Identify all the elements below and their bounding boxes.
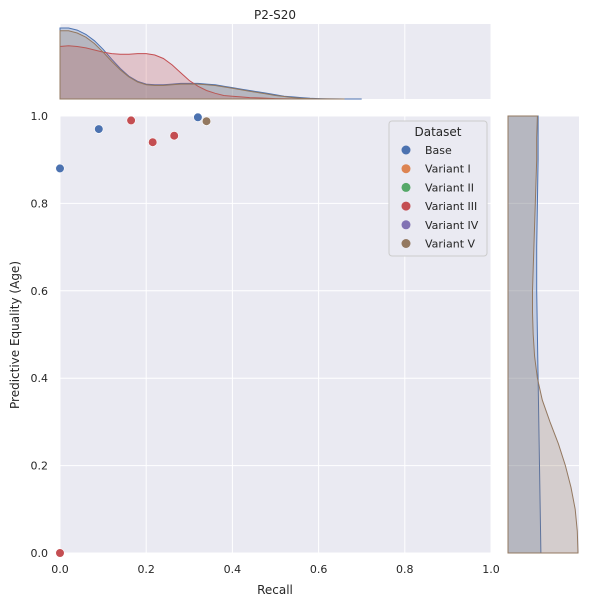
- y-tick-label: 0.0: [31, 547, 49, 560]
- legend-label: Variant V: [425, 238, 476, 251]
- point-base: [193, 112, 203, 122]
- legend-marker: [401, 145, 411, 155]
- x-tick-label: 0.8: [396, 563, 414, 576]
- top-marginal-background: [60, 24, 491, 99]
- legend-box: [388, 120, 488, 257]
- legend-label: Variant IV: [425, 219, 479, 232]
- y-tick-label: 0.2: [31, 460, 49, 473]
- point-variant-iii: [126, 115, 136, 125]
- y-tick-label: 0.6: [31, 285, 49, 298]
- right-kde-base: [507, 115, 542, 554]
- legend-marker: [401, 201, 411, 211]
- top-marginal-kde: [59, 27, 362, 100]
- x-axis-label: Recall: [257, 583, 293, 597]
- legend-title: Dataset: [415, 125, 462, 139]
- legend-label: Variant II: [425, 181, 474, 194]
- right-kde-variant-v: [507, 115, 579, 554]
- legend: Dataset Base Variant I Variant II Variant I…: [388, 120, 488, 257]
- legend-label: Variant I: [425, 163, 471, 176]
- legend-marker: [401, 164, 411, 174]
- point-base: [94, 124, 104, 134]
- legend-marker: [401, 220, 411, 230]
- point-variant-iii: [169, 131, 179, 141]
- y-axis-ticks: 0.0 0.2 0.4 0.6 0.8 1.0: [31, 110, 49, 560]
- x-axis-ticks: 0.0 0.2 0.4 0.6 0.8 1.0: [51, 563, 500, 576]
- scatter-points: [55, 112, 212, 558]
- y-tick-label: 0.4: [31, 372, 49, 385]
- y-tick-label: 1.0: [31, 110, 49, 123]
- legend-label: Base: [425, 144, 452, 157]
- point-variant-v: [201, 116, 212, 126]
- x-tick-label: 1.0: [482, 563, 500, 576]
- point-variant-iii: [55, 548, 65, 558]
- x-tick-label: 0.6: [310, 563, 328, 576]
- y-tick-label: 0.8: [31, 197, 49, 210]
- point-base: [55, 163, 65, 173]
- x-tick-label: 0.4: [224, 563, 242, 576]
- legend-marker: [401, 239, 411, 248]
- point-variant-iii: [148, 137, 158, 147]
- right-marginal-background: [508, 116, 579, 553]
- chart-title: P2-S20: [254, 8, 296, 22]
- legend-marker: [401, 182, 411, 192]
- x-tick-label: 0.0: [51, 563, 69, 576]
- legend-label: Variant III: [425, 200, 477, 213]
- right-marginal-kde: [507, 115, 579, 554]
- y-axis-label: Predictive Equality (Age): [8, 261, 22, 409]
- x-tick-label: 0.2: [137, 563, 155, 576]
- legend-items: Base Variant I Variant II Variant III Varian…: [401, 144, 479, 251]
- top-kde-variant-v: [59, 30, 345, 100]
